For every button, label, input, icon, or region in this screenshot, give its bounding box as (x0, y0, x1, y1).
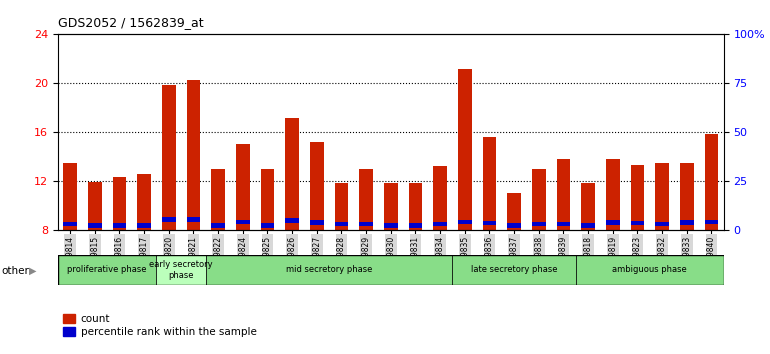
FancyBboxPatch shape (576, 255, 724, 285)
Bar (335, 183, 348, 230)
Bar (655, 162, 669, 230)
Text: GDS2052 / 1562839_at: GDS2052 / 1562839_at (58, 16, 203, 29)
Text: late secretory phase: late secretory phase (471, 266, 557, 274)
Bar (680, 162, 694, 230)
Bar (211, 169, 225, 230)
Bar (409, 183, 422, 230)
Bar (384, 223, 397, 228)
Bar (186, 217, 200, 222)
Bar (261, 169, 274, 230)
FancyBboxPatch shape (206, 255, 453, 285)
Bar (236, 220, 249, 224)
Bar (162, 85, 176, 230)
Bar (310, 142, 323, 230)
Bar (261, 223, 274, 228)
Text: proliferative phase: proliferative phase (67, 266, 147, 274)
Bar (236, 144, 249, 230)
Bar (606, 159, 620, 230)
Bar (137, 173, 151, 230)
Bar (310, 220, 323, 224)
Legend: count, percentile rank within the sample: count, percentile rank within the sample (63, 314, 256, 337)
Text: ▶: ▶ (29, 266, 37, 276)
Bar (680, 220, 694, 224)
Bar (532, 169, 546, 230)
Bar (606, 220, 620, 224)
Bar (581, 223, 595, 228)
Bar (186, 80, 200, 230)
FancyBboxPatch shape (58, 255, 156, 285)
Text: other: other (2, 266, 29, 276)
Bar (434, 222, 447, 227)
Bar (483, 137, 496, 230)
Bar (286, 218, 299, 223)
Bar (360, 169, 373, 230)
Bar (631, 165, 644, 230)
Bar (532, 222, 546, 227)
Bar (458, 220, 471, 224)
Bar (63, 222, 77, 227)
Bar (557, 159, 571, 230)
Bar (631, 221, 644, 225)
Bar (409, 223, 422, 228)
Bar (88, 182, 102, 230)
Bar (705, 134, 718, 230)
Bar (335, 222, 348, 227)
Bar (581, 183, 595, 230)
Bar (507, 223, 521, 228)
Bar (286, 118, 299, 230)
Bar (211, 223, 225, 228)
Bar (384, 183, 397, 230)
Bar (705, 220, 718, 224)
FancyBboxPatch shape (156, 255, 206, 285)
Bar (483, 221, 496, 225)
Bar (507, 193, 521, 230)
Bar (137, 223, 151, 228)
Bar (655, 222, 669, 226)
Bar (458, 69, 471, 230)
Bar (360, 222, 373, 226)
Text: early secretory
phase: early secretory phase (149, 260, 213, 280)
Bar (162, 217, 176, 222)
Bar (88, 223, 102, 228)
FancyBboxPatch shape (453, 255, 576, 285)
Text: ambiguous phase: ambiguous phase (612, 266, 687, 274)
Text: mid secretory phase: mid secretory phase (286, 266, 372, 274)
Bar (63, 162, 77, 230)
Bar (557, 222, 571, 226)
Bar (434, 166, 447, 230)
Bar (112, 177, 126, 230)
Bar (112, 223, 126, 228)
